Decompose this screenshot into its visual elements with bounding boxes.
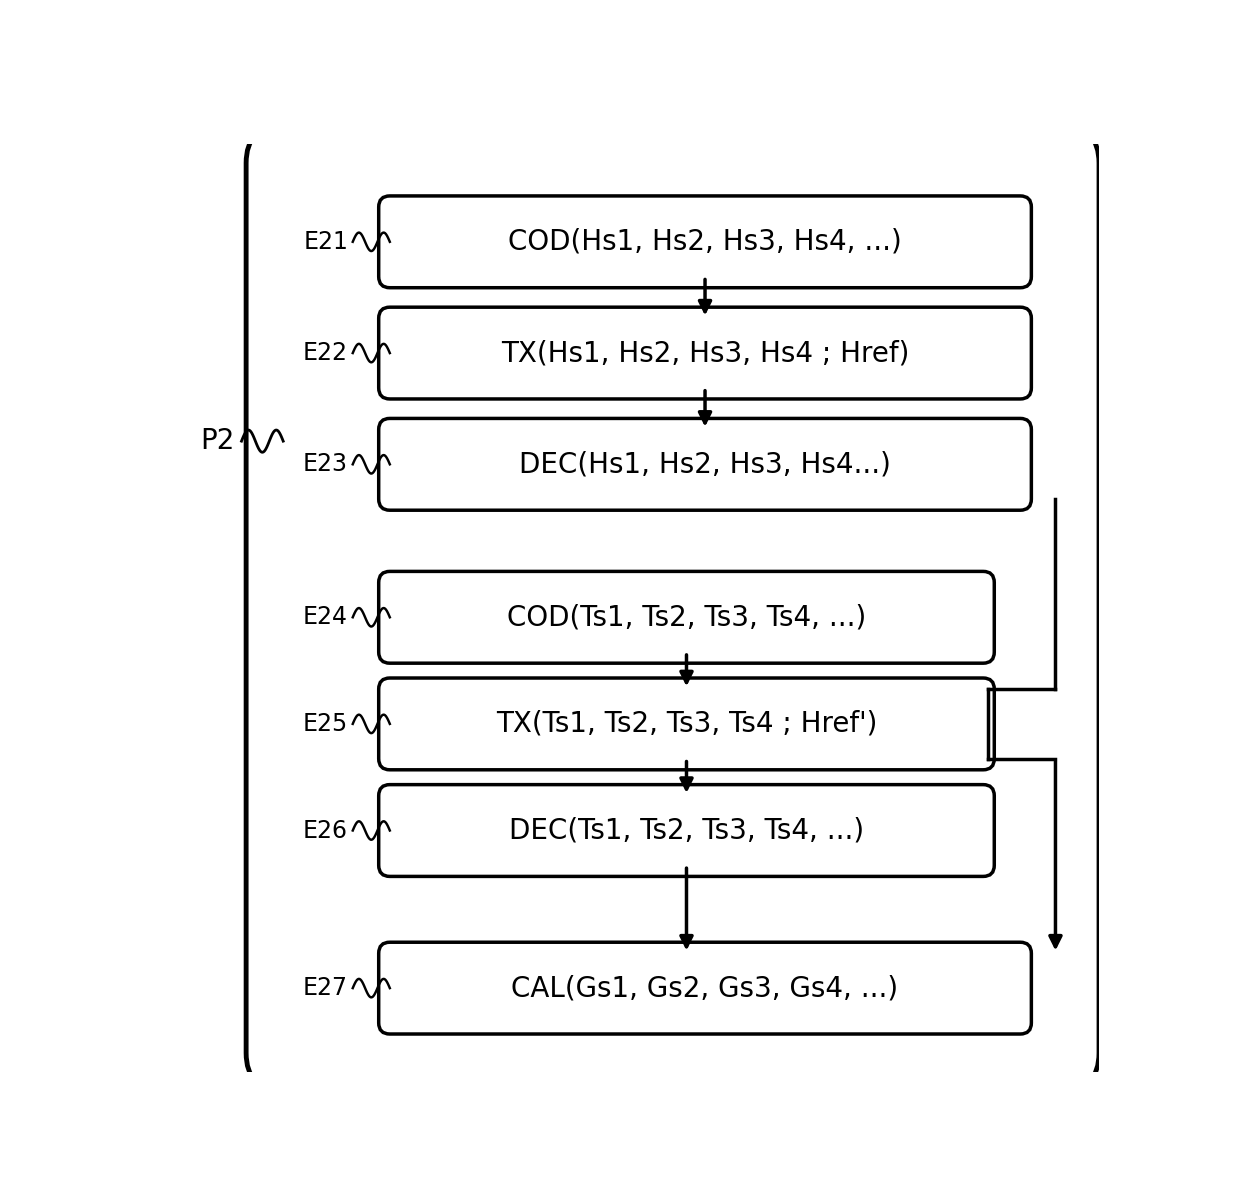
FancyBboxPatch shape (378, 572, 994, 663)
FancyBboxPatch shape (378, 419, 1032, 510)
Text: TX(Hs1, Hs2, Hs3, Hs4 ; Href): TX(Hs1, Hs2, Hs3, Hs4 ; Href) (501, 340, 909, 367)
Text: E26: E26 (303, 819, 348, 843)
Text: P2: P2 (200, 427, 234, 455)
FancyBboxPatch shape (378, 307, 1032, 399)
Text: COD(Ts1, Ts2, Ts3, Ts4, ...): COD(Ts1, Ts2, Ts3, Ts4, ...) (507, 603, 866, 631)
Text: E21: E21 (304, 230, 348, 254)
FancyBboxPatch shape (378, 785, 994, 877)
Text: E25: E25 (303, 712, 348, 736)
Text: COD(Hs1, Hs2, Hs3, Hs4, ...): COD(Hs1, Hs2, Hs3, Hs4, ...) (508, 228, 901, 255)
Text: TX(Ts1, Ts2, Ts3, Ts4 ; Href'): TX(Ts1, Ts2, Ts3, Ts4 ; Href') (496, 710, 877, 738)
Text: E27: E27 (303, 976, 348, 1001)
FancyBboxPatch shape (246, 126, 1099, 1090)
FancyBboxPatch shape (378, 196, 1032, 288)
Text: E24: E24 (303, 606, 348, 630)
Text: E22: E22 (303, 341, 348, 365)
FancyBboxPatch shape (378, 678, 994, 769)
Text: DEC(Hs1, Hs2, Hs3, Hs4...): DEC(Hs1, Hs2, Hs3, Hs4...) (520, 450, 892, 478)
FancyBboxPatch shape (378, 943, 1032, 1034)
Text: E23: E23 (303, 453, 348, 477)
Text: DEC(Ts1, Ts2, Ts3, Ts4, ...): DEC(Ts1, Ts2, Ts3, Ts4, ...) (508, 816, 864, 844)
Text: CAL(Gs1, Gs2, Gs3, Gs4, ...): CAL(Gs1, Gs2, Gs3, Gs4, ...) (511, 974, 899, 1002)
